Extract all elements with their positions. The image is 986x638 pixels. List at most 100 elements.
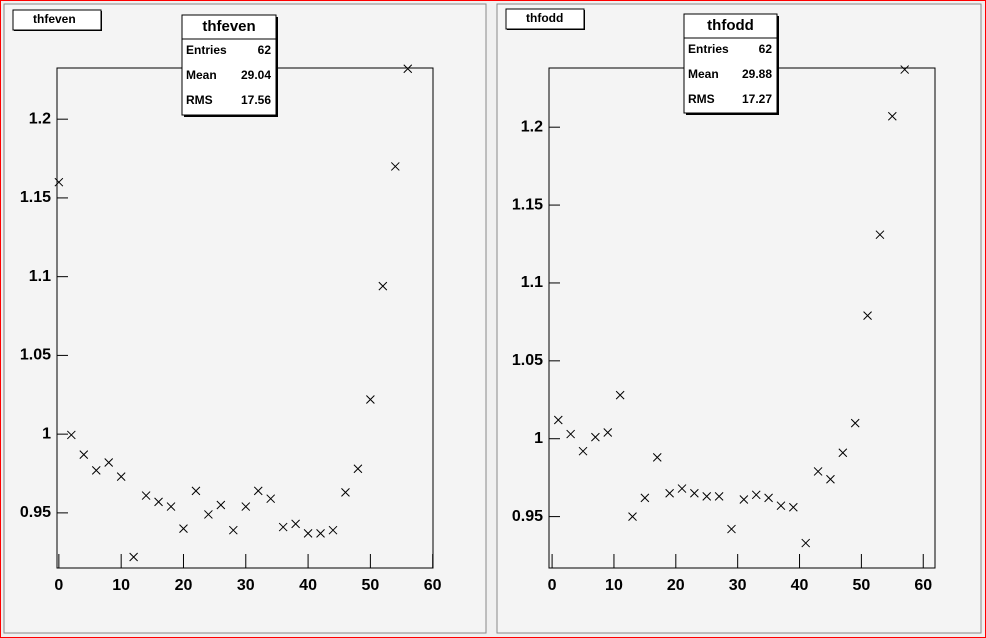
marker — [316, 529, 325, 538]
marker — [677, 484, 687, 493]
y-tick-label: 1.1 — [29, 268, 51, 285]
marker — [66, 430, 76, 440]
marker — [628, 512, 637, 521]
marker — [566, 429, 576, 439]
marker — [116, 472, 126, 482]
x-tick-label: 0 — [54, 577, 63, 594]
marker — [353, 464, 363, 474]
marker — [702, 491, 712, 501]
x-tick-label: 10 — [605, 577, 623, 594]
marker — [813, 467, 823, 476]
y-tick-label: 0.95 — [20, 504, 51, 521]
marker — [179, 524, 188, 533]
marker — [228, 525, 238, 535]
marker — [303, 529, 313, 538]
marker — [366, 395, 375, 404]
marker — [204, 510, 213, 519]
pad-label: thfodd — [526, 11, 563, 25]
marker — [751, 490, 761, 500]
marker — [875, 230, 885, 240]
marker — [216, 500, 226, 510]
x-tick-label: 60 — [424, 577, 442, 594]
marker — [850, 418, 860, 428]
marker — [801, 538, 811, 548]
marker — [603, 428, 613, 437]
x-tick-label: 30 — [729, 577, 747, 594]
stats-name: Entries — [688, 42, 729, 56]
stats-box — [683, 13, 778, 114]
marker — [553, 415, 563, 425]
y-tick-label: 1 — [534, 430, 543, 447]
marker — [665, 488, 674, 498]
stats-value: 17.56 — [241, 93, 271, 107]
marker — [328, 525, 338, 535]
stats-title: thfeven — [202, 18, 255, 35]
y-tick-label: 0.95 — [512, 508, 543, 525]
marker — [900, 65, 910, 74]
y-tick-label: 1.2 — [521, 118, 543, 135]
pad-label: thfeven — [33, 12, 76, 26]
stats-value: 62 — [258, 43, 272, 57]
y-tick-label: 1 — [42, 425, 51, 442]
y-tick-label: 1.05 — [512, 352, 543, 369]
frame — [56, 67, 434, 569]
marker — [79, 450, 89, 459]
x-tick-label: 50 — [852, 577, 870, 594]
marker — [714, 491, 724, 501]
marker — [54, 177, 64, 187]
marker — [591, 432, 600, 442]
marker — [241, 502, 251, 511]
stats-title: thfodd — [707, 17, 754, 34]
marker — [166, 502, 176, 511]
marker — [739, 495, 749, 504]
x-tick-label: 40 — [299, 577, 317, 594]
stats-value: 29.04 — [241, 68, 271, 82]
stats-name: RMS — [688, 92, 715, 106]
stats-value: 17.27 — [742, 92, 772, 106]
marker — [191, 486, 201, 496]
x-tick-label: 20 — [175, 577, 193, 594]
marker — [788, 502, 798, 512]
marker — [104, 458, 114, 467]
stats-box — [181, 14, 277, 116]
y-tick-label: 1.2 — [29, 110, 51, 127]
marker — [838, 448, 848, 458]
pad-label-box — [12, 9, 102, 31]
stats-value: 62 — [759, 42, 773, 56]
marker — [690, 488, 699, 498]
marker — [129, 552, 138, 562]
marker — [91, 466, 101, 475]
marker — [615, 390, 625, 400]
marker — [727, 524, 736, 534]
marker — [266, 494, 276, 504]
frame — [548, 67, 936, 569]
y-tick-label: 1.15 — [20, 189, 51, 206]
stats-name: Mean — [688, 67, 719, 81]
y-tick-label: 1.05 — [20, 347, 51, 364]
x-tick-label: 0 — [548, 577, 557, 594]
y-tick-label: 1.1 — [521, 274, 543, 291]
marker — [253, 486, 263, 496]
x-tick-label: 20 — [667, 577, 685, 594]
x-tick-label: 30 — [237, 577, 255, 594]
stats-name: Entries — [186, 43, 227, 57]
marker — [578, 446, 588, 456]
marker — [863, 311, 872, 321]
marker — [278, 522, 288, 532]
marker — [403, 64, 413, 74]
y-tick-label: 1.15 — [512, 196, 543, 213]
marker — [291, 519, 300, 529]
marker — [826, 474, 835, 484]
pad-label-box — [505, 8, 585, 30]
x-tick-label: 40 — [791, 577, 809, 594]
marker — [887, 111, 897, 121]
marker — [141, 491, 151, 500]
x-tick-label: 50 — [361, 577, 379, 594]
stats-name: RMS — [186, 93, 213, 107]
marker — [341, 488, 350, 497]
x-tick-label: 60 — [914, 577, 932, 594]
x-tick-label: 10 — [112, 577, 130, 594]
marker — [390, 162, 400, 171]
marker — [652, 453, 662, 462]
